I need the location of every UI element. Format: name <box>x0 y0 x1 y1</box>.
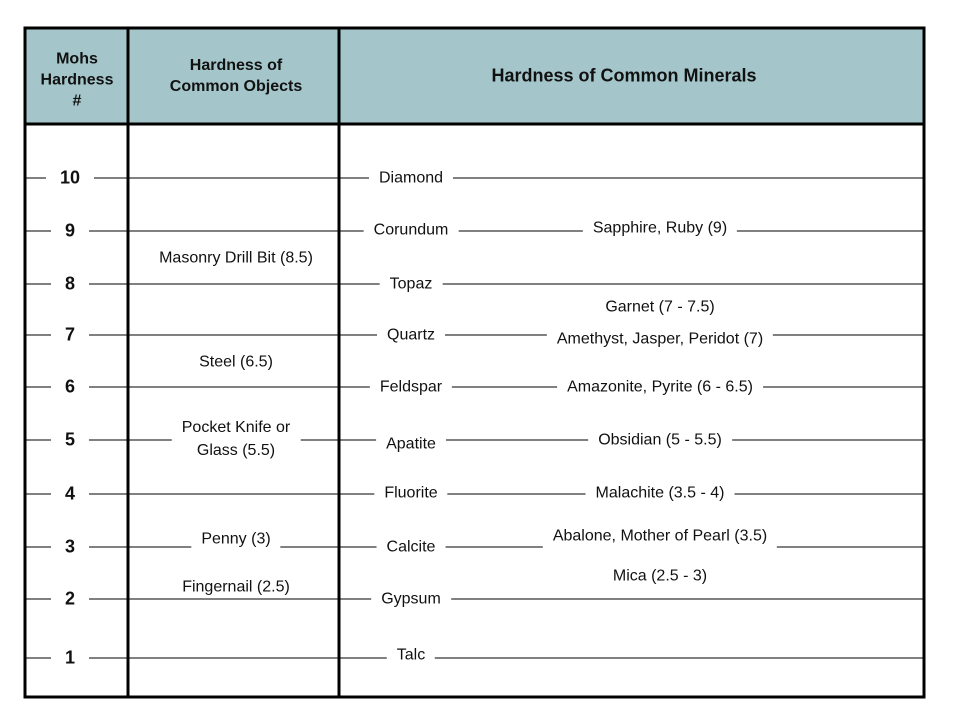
hardness-number: 7 <box>50 323 90 347</box>
hardness-number: 9 <box>50 219 90 243</box>
other-mineral: Obsidian (5 - 5.5) <box>588 428 732 452</box>
index-mineral: Topaz <box>379 272 443 296</box>
common-object: Steel (6.5) <box>189 350 283 374</box>
hardness-number: 4 <box>50 482 90 506</box>
hardness-number: 5 <box>50 428 90 452</box>
other-mineral: Malachite (3.5 - 4) <box>585 481 735 505</box>
index-mineral: Talc <box>386 643 436 667</box>
common-object: Masonry Drill Bit (8.5) <box>149 246 323 270</box>
common-object: Penny (3) <box>191 527 281 551</box>
other-mineral: Amazonite, Pyrite (6 - 6.5) <box>557 375 763 399</box>
index-mineral: Quartz <box>376 323 446 347</box>
other-mineral: Amethyst, Jasper, Peridot (7) <box>546 327 774 351</box>
common-object: Fingernail (2.5) <box>172 575 300 599</box>
index-mineral: Fluorite <box>374 481 448 505</box>
index-mineral: Diamond <box>368 166 454 190</box>
other-mineral: Garnet (7 - 7.5) <box>595 295 725 319</box>
outer-border <box>23 26 926 699</box>
index-mineral: Gypsum <box>371 587 451 611</box>
hardness-number: 1 <box>50 646 90 670</box>
common-object: Pocket Knife or Glass (5.5) <box>171 416 301 462</box>
hardness-number: 10 <box>45 166 95 190</box>
header-band <box>25 28 924 124</box>
hardness-number: 8 <box>50 272 90 296</box>
hardness-number: 6 <box>50 375 90 399</box>
other-mineral: Mica (2.5 - 3) <box>602 564 718 588</box>
header-objects: Hardness of Common Objects <box>169 57 303 95</box>
header-mohs: Mohs Hardness # <box>40 50 114 110</box>
hardness-number: 2 <box>50 587 90 611</box>
hardness-number: 3 <box>50 535 90 559</box>
header-minerals: Hardness of Common Minerals <box>491 65 757 86</box>
index-mineral: Apatite <box>376 432 446 456</box>
index-mineral: Corundum <box>363 218 459 242</box>
other-mineral: Abalone, Mother of Pearl (3.5) <box>542 524 778 548</box>
index-mineral: Feldspar <box>369 375 453 399</box>
index-mineral: Calcite <box>376 535 446 559</box>
other-mineral: Sapphire, Ruby (9) <box>582 216 738 240</box>
